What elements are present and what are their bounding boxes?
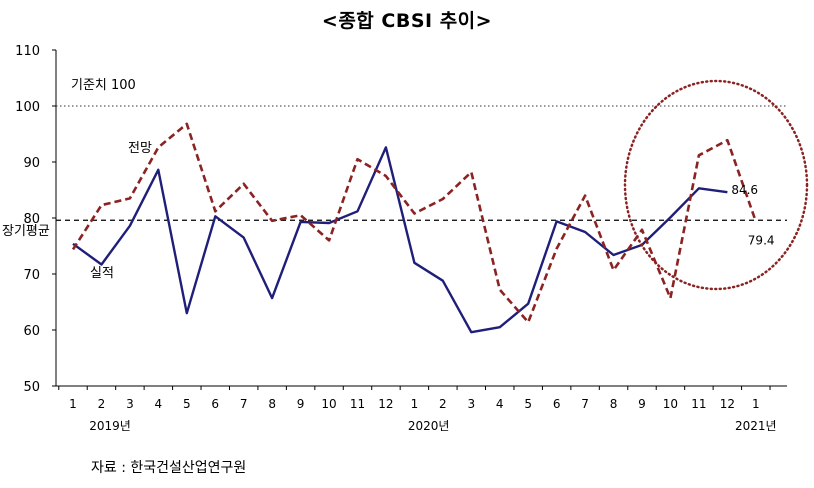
x-tick-label: 5 — [183, 397, 191, 411]
y-tick-label: 100 — [15, 100, 40, 115]
x-tick-label: 2 — [439, 397, 447, 411]
highlight-circle — [623, 79, 809, 291]
x-tick-label: 11 — [350, 397, 365, 411]
x-tick-label: 3 — [467, 397, 475, 411]
year-label: 2021년 — [735, 419, 777, 433]
y-tick-label: 80 — [23, 212, 40, 227]
x-tick-label: 10 — [663, 397, 678, 411]
x-tick-label: 5 — [524, 397, 532, 411]
actual-series-label: 실적 — [90, 266, 114, 281]
x-tick-label: 12 — [378, 397, 393, 411]
x-tick-label: 8 — [268, 397, 276, 411]
chart-labels: 실적 전망 84.6 79.4 — [90, 79, 809, 291]
x-tick-label: 9 — [297, 397, 305, 411]
y-tick-label: 110 — [15, 44, 40, 59]
x-tick-label: 1 — [411, 397, 419, 411]
long-term-average-label: 장기평균 — [2, 224, 50, 239]
outlook-series-line — [71, 122, 758, 324]
x-tick-label: 6 — [553, 397, 561, 411]
reference-lines: 기준치 100 장기평균 — [2, 78, 787, 239]
chart-title: <종합 CBSI 추이> — [321, 10, 493, 32]
x-tick-label: 11 — [691, 397, 706, 411]
actual-end-value-label: 84.6 — [731, 183, 758, 197]
x-tick-label: 1 — [69, 397, 77, 411]
x-tick-label: 7 — [240, 397, 248, 411]
outlook-end-value-label: 79.4 — [748, 233, 775, 247]
y-tick-label: 70 — [23, 268, 40, 283]
outlook-series-label: 전망 — [128, 141, 152, 156]
series-lines — [71, 122, 758, 334]
y-tick-label: 60 — [23, 324, 40, 339]
y-tick-label: 90 — [23, 156, 40, 171]
baseline-100-label: 기준치 100 — [71, 78, 136, 93]
x-tick-label: 10 — [321, 397, 336, 411]
x-tick-label: 2 — [98, 397, 106, 411]
x-tick-label: 4 — [496, 397, 504, 411]
x-tick-label: 4 — [155, 397, 163, 411]
source-note: 자료 : 한국건설산업연구원 — [91, 460, 247, 476]
x-tick-label: 7 — [581, 397, 589, 411]
x-tick-label: 8 — [610, 397, 618, 411]
x-tick-label: 12 — [720, 397, 735, 411]
x-tick-label: 9 — [638, 397, 646, 411]
x-tick-label: 1 — [752, 397, 760, 411]
y-tick-label: 50 — [23, 380, 40, 395]
x-tick-label: 6 — [211, 397, 219, 411]
year-label: 2020년 — [408, 419, 450, 433]
year-label: 2019년 — [89, 419, 131, 433]
x-tick-label: 3 — [126, 397, 134, 411]
actual-series-line — [72, 146, 728, 334]
